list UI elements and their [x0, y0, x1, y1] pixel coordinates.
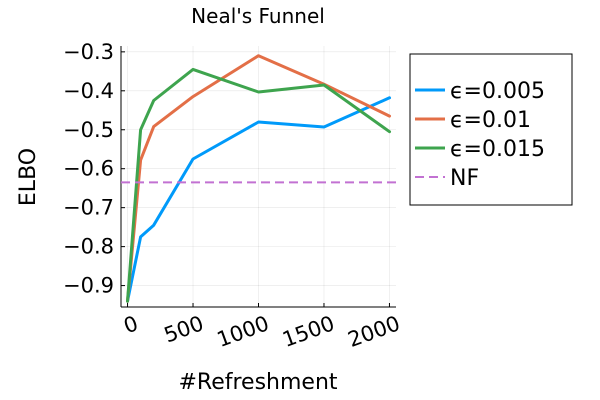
- y-tick-label: −0.9: [63, 274, 114, 298]
- legend-label: ϵ=0.01: [450, 108, 531, 133]
- series-1-line: [126, 96, 391, 303]
- y-tick-label: −0.3: [63, 40, 114, 64]
- x-tick-label: 1000: [214, 311, 272, 352]
- legend-box: [409, 53, 573, 206]
- x-ticks: 0 500 1000 1500 2000: [120, 303, 403, 352]
- y-ticks: −0.9 −0.8 −0.7 −0.6 −0.5 −0.4 −0.3: [63, 40, 125, 298]
- legend: ϵ=0.005 ϵ=0.01 ϵ=0.015 NF: [409, 53, 573, 206]
- y-tick-label: −0.6: [63, 157, 114, 181]
- x-tick-label: 2000: [345, 311, 403, 352]
- series-3-line: [126, 67, 391, 303]
- x-tick-label: 1500: [279, 311, 337, 352]
- x-tick-label: 0: [120, 311, 141, 338]
- legend-label: ϵ=0.005: [450, 79, 545, 104]
- legend-label: NF: [450, 166, 479, 191]
- y-tick-label: −0.7: [63, 196, 114, 220]
- grid: [121, 46, 396, 307]
- y-tick-label: −0.8: [63, 235, 114, 259]
- y-tick-label: −0.4: [63, 79, 114, 103]
- y-tick-label: −0.5: [63, 118, 114, 142]
- x-axis-label: #Refreshment: [178, 370, 337, 395]
- legend-label: ϵ=0.015: [450, 137, 545, 162]
- y-axis-label: ELBO: [16, 148, 41, 206]
- plot-series: [121, 54, 396, 303]
- chart-title: Neal's Funnel: [191, 4, 325, 28]
- x-tick-label: 500: [161, 311, 207, 347]
